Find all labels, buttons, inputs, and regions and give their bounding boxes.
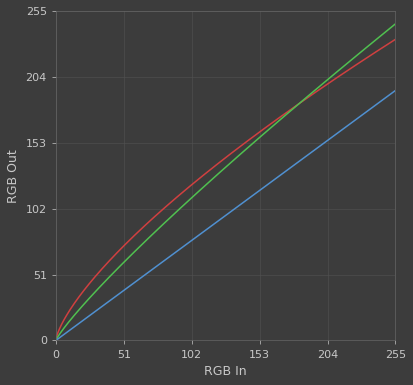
X-axis label: RGB In: RGB In (204, 365, 247, 378)
Y-axis label: RGB Out: RGB Out (7, 149, 20, 203)
